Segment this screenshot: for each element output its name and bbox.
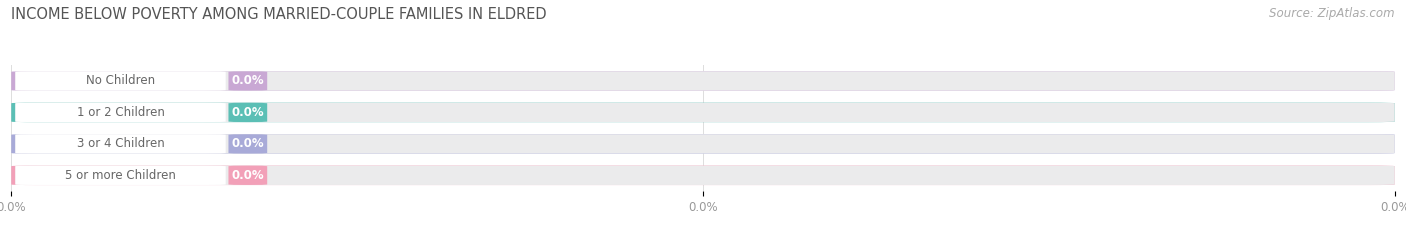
FancyBboxPatch shape	[11, 71, 1395, 91]
FancyBboxPatch shape	[228, 103, 267, 122]
Text: INCOME BELOW POVERTY AMONG MARRIED-COUPLE FAMILIES IN ELDRED: INCOME BELOW POVERTY AMONG MARRIED-COUPL…	[11, 7, 547, 22]
FancyBboxPatch shape	[15, 71, 226, 91]
Text: 3 or 4 Children: 3 or 4 Children	[77, 137, 165, 150]
FancyBboxPatch shape	[228, 71, 267, 91]
Text: 0.0%: 0.0%	[232, 169, 264, 182]
FancyBboxPatch shape	[15, 103, 226, 122]
FancyBboxPatch shape	[15, 134, 1395, 154]
FancyBboxPatch shape	[11, 103, 1395, 122]
FancyBboxPatch shape	[11, 134, 1395, 154]
Text: Source: ZipAtlas.com: Source: ZipAtlas.com	[1270, 7, 1395, 20]
FancyBboxPatch shape	[15, 166, 226, 185]
FancyBboxPatch shape	[15, 103, 1395, 122]
FancyBboxPatch shape	[15, 71, 1395, 91]
Text: 0.0%: 0.0%	[232, 75, 264, 87]
Text: 0.0%: 0.0%	[232, 106, 264, 119]
Text: No Children: No Children	[86, 75, 155, 87]
Text: 0.0%: 0.0%	[232, 137, 264, 150]
Text: 5 or more Children: 5 or more Children	[65, 169, 176, 182]
Text: 1 or 2 Children: 1 or 2 Children	[76, 106, 165, 119]
FancyBboxPatch shape	[11, 166, 1395, 185]
FancyBboxPatch shape	[228, 166, 267, 185]
FancyBboxPatch shape	[15, 134, 226, 154]
FancyBboxPatch shape	[15, 166, 1395, 185]
FancyBboxPatch shape	[228, 134, 267, 154]
